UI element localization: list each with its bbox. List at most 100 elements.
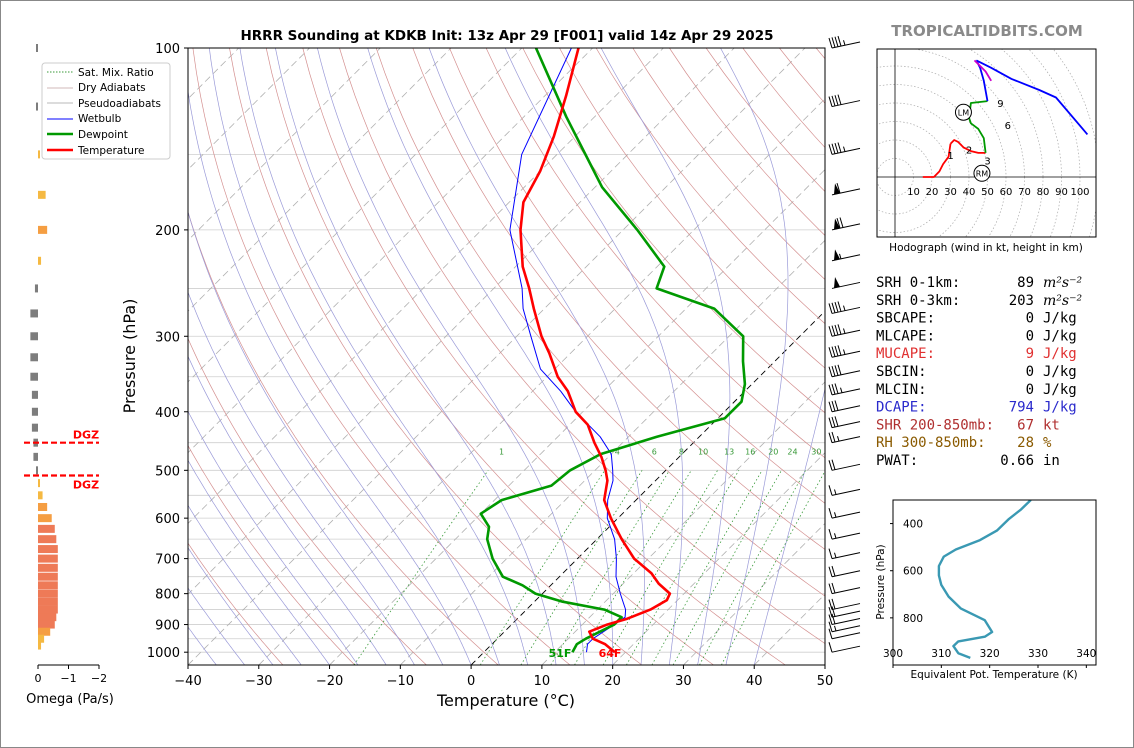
barb-full xyxy=(831,365,836,377)
omega-bar xyxy=(38,634,45,643)
theta-e-x-tick-label: 320 xyxy=(980,648,1000,660)
stat-unit: J/kg xyxy=(1043,346,1077,362)
barb-full xyxy=(837,142,842,153)
isotherm-line xyxy=(188,48,664,525)
mix-ratio-label: 6 xyxy=(652,447,657,456)
legend-dry-adiabats: Dry Adiabats xyxy=(78,82,146,94)
stat-unit: J/kg xyxy=(1043,311,1077,327)
theta-e-y-tick-label: 600 xyxy=(903,566,923,578)
x-tick-label: 40 xyxy=(746,674,763,689)
barb-full xyxy=(831,325,836,336)
barb-staff xyxy=(831,436,861,444)
hodograph-frame xyxy=(876,48,1097,238)
wind-barb xyxy=(828,642,861,653)
dry-adiabat-line xyxy=(595,48,825,325)
barb-flag xyxy=(834,277,840,289)
isotherm-line xyxy=(188,48,452,312)
skewt-background-lines: 1 4 6 8 10 13 16 20 24 30 36 xyxy=(188,48,825,665)
x-tick-label: −40 xyxy=(174,674,201,689)
dry-adiabat-line xyxy=(192,48,571,665)
y-tick-label: 700 xyxy=(155,553,180,568)
stat-value: 0 xyxy=(1026,328,1034,344)
stat-unit: J/kg xyxy=(1043,328,1077,344)
stat-label: SRH 0-3km: xyxy=(876,293,960,309)
theta-e-ylabel: Pressure (hPa) xyxy=(875,544,887,619)
wind-barb xyxy=(828,459,861,471)
pseudoadiabat-line xyxy=(367,48,614,665)
pseudoadiabat-line xyxy=(188,504,302,665)
barb-full xyxy=(828,37,833,49)
omega-bar xyxy=(38,627,51,636)
barb-staff xyxy=(831,625,861,633)
hodograph-height-label: 2 xyxy=(966,145,972,156)
barb-half xyxy=(839,253,842,260)
brand-logo-text[interactable]: TROPICALTIDBITS.COM xyxy=(891,22,1083,40)
theta-e-x-tick-label: 330 xyxy=(1028,648,1048,660)
stat-unit: J/kg xyxy=(1043,382,1077,398)
omega-bar xyxy=(31,407,38,416)
barb-staff xyxy=(831,281,861,289)
mix-ratio-label: 24 xyxy=(787,447,797,456)
barb-full xyxy=(831,95,836,107)
hodograph-ring-label: 80 xyxy=(1037,187,1050,198)
omega-bar xyxy=(38,572,58,581)
hodograph-height-label: 9 xyxy=(997,99,1003,110)
stat-label: PWAT: xyxy=(876,453,918,469)
barb-full xyxy=(834,345,839,357)
pseudoadiabat-line xyxy=(188,587,245,665)
barb-full xyxy=(837,324,842,335)
omega-bar xyxy=(38,491,43,500)
y-tick-label: 900 xyxy=(155,619,180,634)
barb-staff xyxy=(831,100,861,108)
omega-bar xyxy=(30,353,38,362)
barb-staff xyxy=(831,603,861,611)
theta-e-x-tick-label: 340 xyxy=(1076,648,1096,660)
stat-label: SHR 200-850mb: xyxy=(876,417,994,433)
wind-barb xyxy=(828,628,861,640)
pseudoadiabat-line xyxy=(208,48,500,665)
storm-motion-marker xyxy=(973,164,991,182)
hodograph-plot: 10 20 30 40 50 60 70 80 90 100 1 2 3 69 LM RM xyxy=(877,49,1096,237)
barb-staff xyxy=(831,370,861,378)
wind-barbs xyxy=(828,35,861,653)
barb-full xyxy=(839,217,844,228)
mix-ratio-line xyxy=(602,470,718,665)
wind-barb xyxy=(828,324,861,337)
barb-full xyxy=(837,345,842,356)
hodograph-ring-label: 40 xyxy=(963,187,976,198)
barb-full xyxy=(828,347,833,358)
barb-staff xyxy=(831,570,861,578)
barb-staff xyxy=(831,306,861,314)
wind-barb xyxy=(831,249,861,262)
barb-half xyxy=(834,552,837,558)
hodograph-height-label: 1 xyxy=(947,151,953,162)
pseudoadiabat-line xyxy=(188,547,274,665)
omega-ticks: 0 −1 −2 xyxy=(35,665,107,685)
wind-barb xyxy=(828,383,861,396)
omega-bar xyxy=(38,524,55,533)
hodograph-trace xyxy=(922,143,952,178)
dry-adiabat-line xyxy=(375,48,825,597)
dry-adiabat-line xyxy=(265,48,714,665)
mix-ratio-line xyxy=(672,470,782,665)
stat-label: RH 300-850mb: xyxy=(876,435,986,451)
barb-full xyxy=(828,401,833,412)
y-tick-label: 1000 xyxy=(147,646,180,661)
barb-full xyxy=(828,628,833,639)
x-tick-label: 30 xyxy=(675,674,692,689)
barb-staff xyxy=(831,645,861,653)
barb-staff xyxy=(831,388,861,396)
omega-bar xyxy=(38,256,42,265)
barb-full xyxy=(828,303,833,314)
wind-barb xyxy=(828,345,861,358)
stat-label: MLCIN: xyxy=(876,382,927,398)
x-tick-label: −20 xyxy=(316,674,343,689)
surface-dewpoint-label: 51F xyxy=(549,647,572,660)
wind-barb xyxy=(828,529,861,540)
theta-e-profile xyxy=(937,500,1032,660)
storm-motion-label: RM xyxy=(976,169,989,178)
mix-ratio-label: 1 xyxy=(499,447,504,456)
barb-full xyxy=(828,432,833,443)
barb-full xyxy=(828,529,833,540)
